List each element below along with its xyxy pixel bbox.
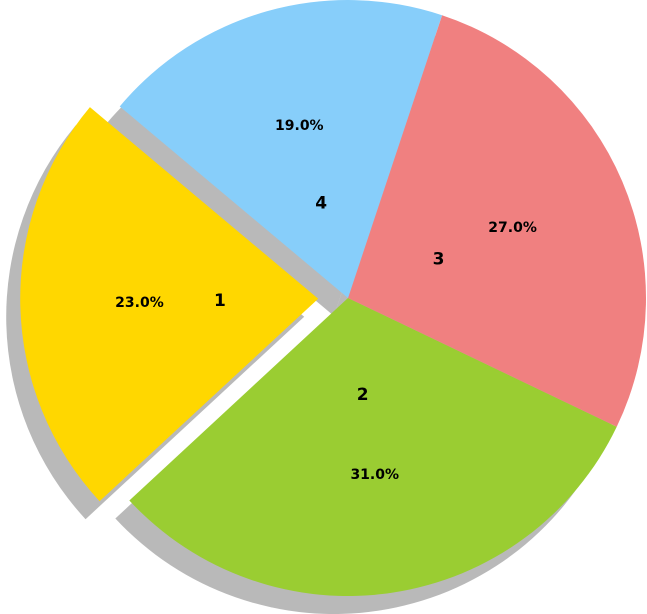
pie-slices bbox=[20, 0, 647, 597]
pie-labels: 23.0% 1 31.0% 2 27.0% 3 19.0% 4 bbox=[115, 118, 537, 483]
pie-percent-label-3: 27.0% bbox=[488, 220, 537, 236]
pie-category-label-4: 4 bbox=[315, 193, 327, 213]
pie-slice-2 bbox=[129, 298, 617, 597]
pie-category-label-1: 1 bbox=[214, 291, 226, 311]
pie-percent-label-4: 19.0% bbox=[275, 118, 324, 134]
pie-slice-1 bbox=[20, 107, 319, 502]
pie-category-label-2: 2 bbox=[357, 385, 369, 405]
pie-category-label-3: 3 bbox=[433, 250, 445, 270]
pie-slice-3 bbox=[348, 15, 647, 427]
pie-percent-label-2: 31.0% bbox=[350, 467, 399, 483]
pie-percent-label-1: 23.0% bbox=[115, 295, 164, 311]
pie-slice-4 bbox=[119, 0, 443, 299]
